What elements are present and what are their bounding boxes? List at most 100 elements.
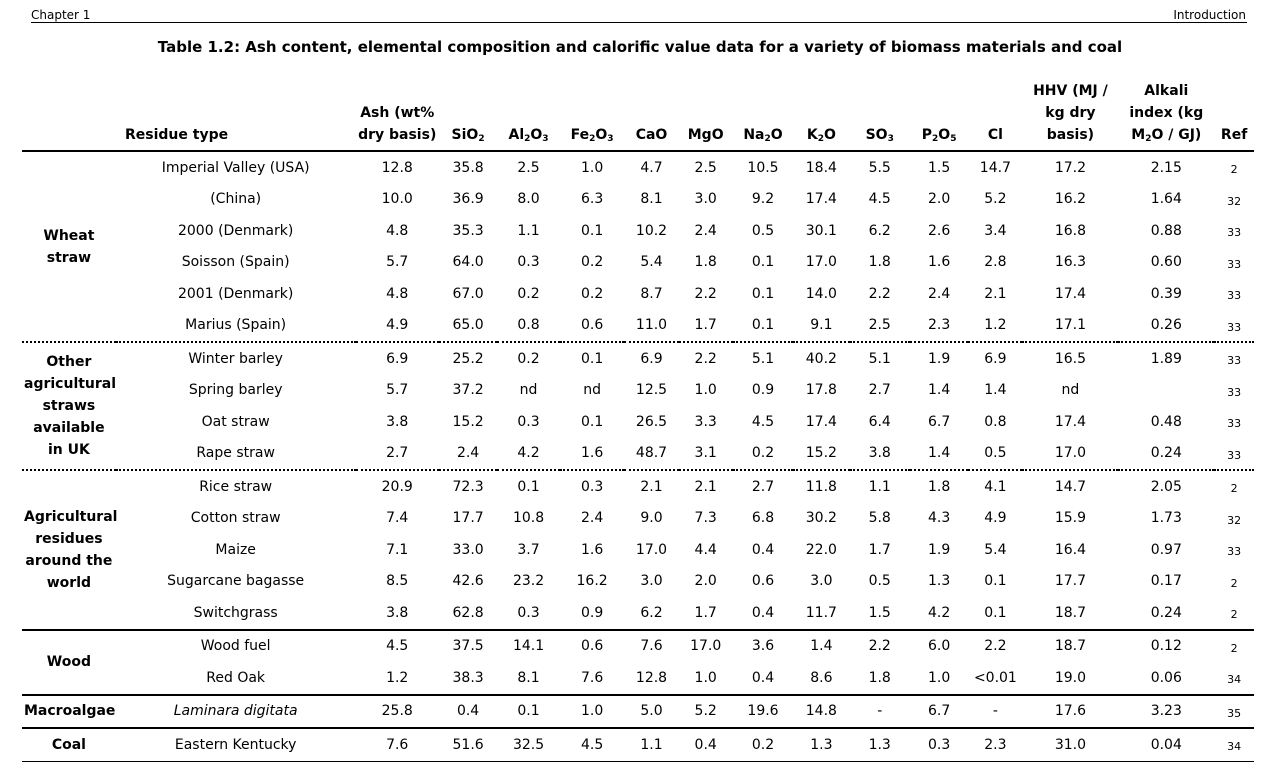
cell-ref: 33 [1227,385,1242,399]
cell-fe2o3: 6.3 [580,191,604,208]
cell-so3: 6.2 [868,222,891,239]
cell-mgo: 1.0 [694,382,717,399]
cell-hhv: 16.8 [1054,222,1086,239]
cell-al2o3: 10.8 [512,510,545,527]
cell-ref: 33 [1227,320,1242,334]
col-fe2o3: Fe2O3 [559,80,625,152]
cell-al2o3: 32.5 [497,727,560,762]
cell-mgo: 4.4 [694,541,717,558]
cell-cao: 12.8 [635,669,668,686]
cell-cl: 3.4 [984,222,1007,239]
cell-p2o5: 1.9 [927,541,951,558]
cell-al2o3: 0.3 [517,254,540,271]
cell-al2o3: 0.8 [517,317,540,334]
cell-cao: 10.2 [635,222,668,239]
group-label-agri: Agricultural residues around the world [22,469,117,630]
cell-cao: 4.7 [640,159,663,176]
cell-k2o: 14.8 [793,693,850,728]
cell-alkali [1118,375,1214,407]
cell-p2o5: 6.7 [927,413,951,430]
cell-cl: 14.7 [979,159,1011,176]
cell-al2o3: 23.2 [512,573,545,590]
cell-k2o: 9.1 [810,317,833,334]
cell-ref: 2 [1230,608,1238,622]
cell-alkali: 0.06 [1150,669,1182,686]
cell-cao: 7.6 [624,628,679,662]
cell-sio2: 37.2 [452,382,484,399]
cell-cao: 8.1 [640,191,663,208]
cell-alkali: 0.26 [1150,317,1182,334]
cell-al2o3: 4.2 [517,445,540,462]
cell-ash: 12.8 [381,159,413,176]
cell-ash: 5.7 [386,254,409,271]
col-ref: Ref [1214,80,1254,152]
cell-p2o5: 1.5 [927,159,951,176]
cell-fe2o3: 0.6 [580,317,604,334]
cell-ref: 33 [1227,417,1242,431]
cell-sio2: 64.0 [452,254,484,271]
residue-name: Winter barley [115,341,356,375]
chapter-header: Chapter 1 [31,8,91,22]
cell-fe2o3: 16.2 [576,573,608,590]
cell-na2o: 0.2 [732,727,794,762]
cell-fe2o3: 0.3 [559,469,625,503]
cell-ref: 33 [1214,341,1254,375]
cell-mgo: 7.3 [694,510,717,527]
cell-ref: 33 [1227,226,1242,240]
cell-p2o5: 2.3 [927,317,951,334]
cell-k2o: 1.4 [793,628,850,662]
cell-al2o3: 1.1 [517,222,540,239]
cell-cao: 26.5 [635,413,668,430]
cell-alkali: 2.15 [1150,159,1182,176]
residue-name: Sugarcane bagasse [167,573,305,590]
cell-fe2o3: 1.6 [580,541,604,558]
table-row: Coal Eastern Kentucky 7.6 51.6 32.5 4.5 1.1 0.4… [22,727,1254,762]
cell-cao: 3.0 [640,573,663,590]
col-sio2: SiO2 [438,80,498,152]
biomass-composition-table: Residue type Ash (wt% dry basis) SiO2 Al… [22,80,1254,762]
cell-sio2: 35.3 [452,222,484,239]
cell-so3: 1.3 [849,727,910,762]
cell-fe2o3: nd [583,382,601,399]
col-na2o: Na2O [732,80,794,152]
cell-ash: 4.8 [386,285,409,302]
col-ash: Ash (wt% dry basis) [355,80,439,152]
cell-na2o: 0.9 [751,382,775,399]
col-alkali-index: Alkali index (kg M2O / GJ) [1118,80,1215,152]
cell-mgo: 3.3 [694,413,717,430]
cell-k2o: 40.2 [793,341,850,375]
cell-k2o: 14.0 [805,285,837,302]
residue-name: 2000 (Denmark) [177,222,294,239]
table-row: Rape straw 2.7 2.4 4.2 1.6 48.7 3.1 0.2 15.2 3.8 1… [22,438,1254,471]
cell-ash: 4.9 [386,317,409,334]
cell-ash: 3.8 [386,604,409,621]
cell-cl: 2.1 [984,285,1007,302]
cell-cl: 0.5 [984,445,1007,462]
cell-alkali: 1.89 [1118,341,1215,375]
cell-ash: 20.9 [355,469,439,503]
cell-hhv: 17.7 [1054,573,1086,590]
cell-na2o: 5.1 [732,341,794,375]
cell-k2o: 17.4 [805,413,837,430]
table-row: 2000 (Denmark) 4.8 35.3 1.1 0.1 10.2 2.4 0.5 30.… [22,215,1254,247]
cell-mgo: 2.2 [678,341,733,375]
table-row: Sugarcane bagasse 8.5 42.6 23.2 16.2 3.0 2.0 0.… [22,566,1254,598]
cell-hhv: 17.4 [1054,413,1086,430]
cell-so3: 5.8 [868,510,891,527]
cell-al2o3: nd [519,382,538,399]
residue-name: (China) [210,191,262,208]
cell-cao: 6.2 [640,604,663,621]
cell-cl: 0.1 [984,573,1007,590]
cell-sio2: 65.0 [452,317,484,334]
residue-name: Red Oak [206,669,266,686]
cell-hhv: nd [1061,382,1080,399]
cell-cl: 2.2 [968,628,1023,662]
residue-name: Wood fuel [115,628,356,662]
table-row: Red Oak 1.2 38.3 8.1 7.6 12.8 1.0 0.4 8.6 1.8 1.0 <… [22,662,1254,695]
cell-ref: 33 [1227,448,1242,462]
cell-alkali: 0.39 [1150,285,1182,302]
cell-alkali: 0.60 [1150,254,1182,271]
table-row: Wheat straw Imperial Valley (USA) 12.8 35.8… [22,151,1254,266]
cell-sio2: 37.5 [438,628,498,662]
cell-so3: 1.8 [868,669,891,686]
